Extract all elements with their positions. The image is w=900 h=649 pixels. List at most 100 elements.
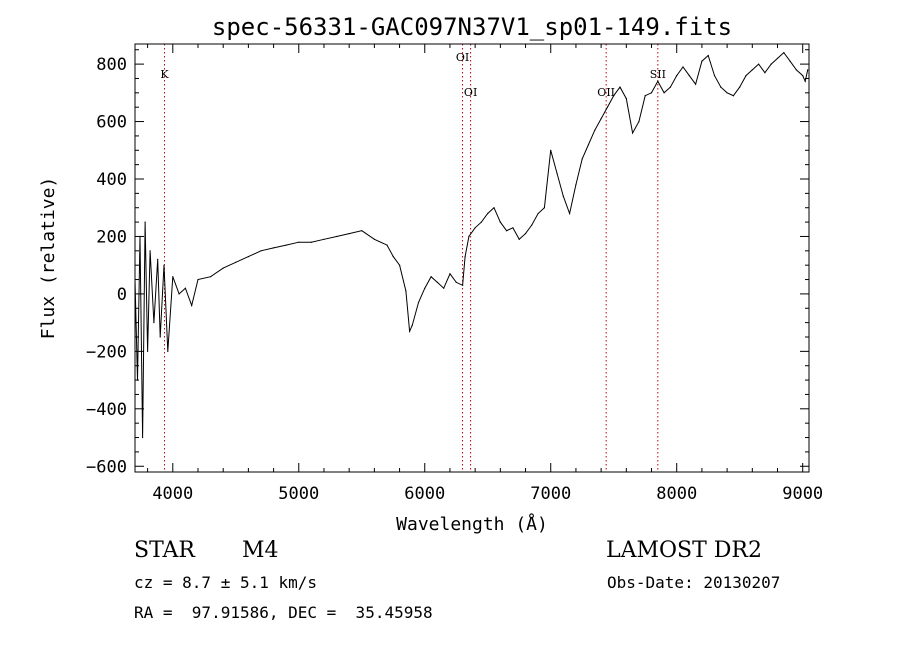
y-tick-label: 400 [96,170,127,190]
spectrum-point [770,63,772,65]
spectrum-point [764,72,766,74]
spectrum-point [713,75,716,77]
spectrum-point [142,436,144,439]
spectrum-point [783,52,785,54]
spectrum-point [531,224,533,226]
redshift-line: cz = 8.7 ± 5.1 km/s [134,573,318,592]
spectrum-point [789,60,791,62]
spectrum-point [474,227,476,229]
spectrum-point [399,264,401,266]
spectrum-line [135,51,809,438]
spectrum-point [518,238,520,240]
y-tick-label: 200 [96,227,127,247]
spectrum-point [613,95,615,97]
spectrum-point [575,184,577,186]
spectrum-point [562,195,564,197]
plot-frame [134,43,810,473]
y-axis-label: Flux (relative) [38,177,59,340]
y-tick-label: −600 [86,457,127,477]
spectrum-point [506,230,508,232]
spectrum-point [172,276,174,278]
x-tick-label: 9000 [782,484,823,504]
spectrum-point [619,86,621,88]
spectrum-point [323,238,325,240]
spectrum-point [468,235,470,238]
spectrum-point [191,304,193,306]
spectrum-point [210,276,212,278]
x-tick-label: 5000 [278,484,319,504]
spectrum-point [751,69,753,71]
spectrum-point [638,121,640,123]
spectrum-point [167,350,169,352]
spectrum-point [776,57,779,60]
spectrum-point [247,256,249,258]
x-axis: 4000 5000 6000 7000 8000 9000 [147,44,823,504]
spectrum-point [802,75,804,77]
spectrum-point [587,143,590,146]
spectrum-point [543,207,546,209]
radec-line: RA = 97.91586, DEC = 35.45958 [134,603,433,622]
spectrum-point [581,158,583,160]
spectrum-point [657,80,659,82]
spectrum-point [688,75,690,77]
annotation-label: OI [464,86,477,99]
spectrum-point [720,86,722,88]
annotation-label: K [160,68,169,81]
spectrum-point [361,230,363,232]
spectrum-point [524,233,527,235]
spectrum-point [157,258,159,260]
spectrum-point [336,235,338,238]
spectrum-point [147,350,149,352]
spectrum-point [392,256,394,258]
spectrum-point [449,273,451,275]
spectrum-point [695,83,697,85]
y-tick-label: −400 [86,400,127,420]
spectrum-point [197,278,199,281]
spectrum-point [443,287,445,289]
spectrum-point [556,172,558,174]
spectrum-point [163,264,165,266]
chart-title: spec-56331-GAC097N37V1_sp01-149.fits [212,13,732,41]
spectrum-point [424,287,426,289]
spectrum-series [135,51,809,439]
x-tick-label: 7000 [530,484,571,504]
spectrum-point [739,86,741,88]
spectrum-point [676,75,678,77]
x-axis-label: Wavelength (Å) [396,513,548,535]
spectrum-point [569,212,571,215]
spectrum-point [745,75,747,77]
spectrum-point [669,86,672,88]
spectrum-point [149,250,151,252]
spectrum-point [260,250,262,252]
spectrum-point [310,241,312,243]
spectrum-point [804,80,806,82]
spectrum-point [732,95,735,97]
spectrum-point [285,244,287,246]
spectrum-point [487,212,489,215]
y-tick-label: 600 [96,113,127,133]
y-tick-label: 800 [96,55,127,75]
obs-date-line: Obs-Date: 20130207 [607,573,781,592]
spectrum-point [701,60,703,62]
spectrum-point [726,92,728,94]
spectrum-point [807,69,809,71]
spectrum-point [707,54,709,57]
annotation-label: SII [650,68,666,81]
spectrum-point [298,241,300,243]
spectrum-point [625,98,627,100]
spectrum-point [159,336,161,338]
spectrum-point [348,233,350,235]
spectrum-point [537,212,539,215]
spectrum-point [682,66,684,68]
spectrum-point [464,256,466,258]
spectrum-point [273,247,275,249]
spectrum-point [417,301,420,304]
spectrum-point [386,244,388,246]
spectrum-point [144,221,146,223]
spectrum-point [409,330,411,332]
spectrum-point [405,290,407,292]
spectrum-point [606,106,609,108]
spectrum-point [235,261,237,263]
spectrum-point [436,281,438,283]
